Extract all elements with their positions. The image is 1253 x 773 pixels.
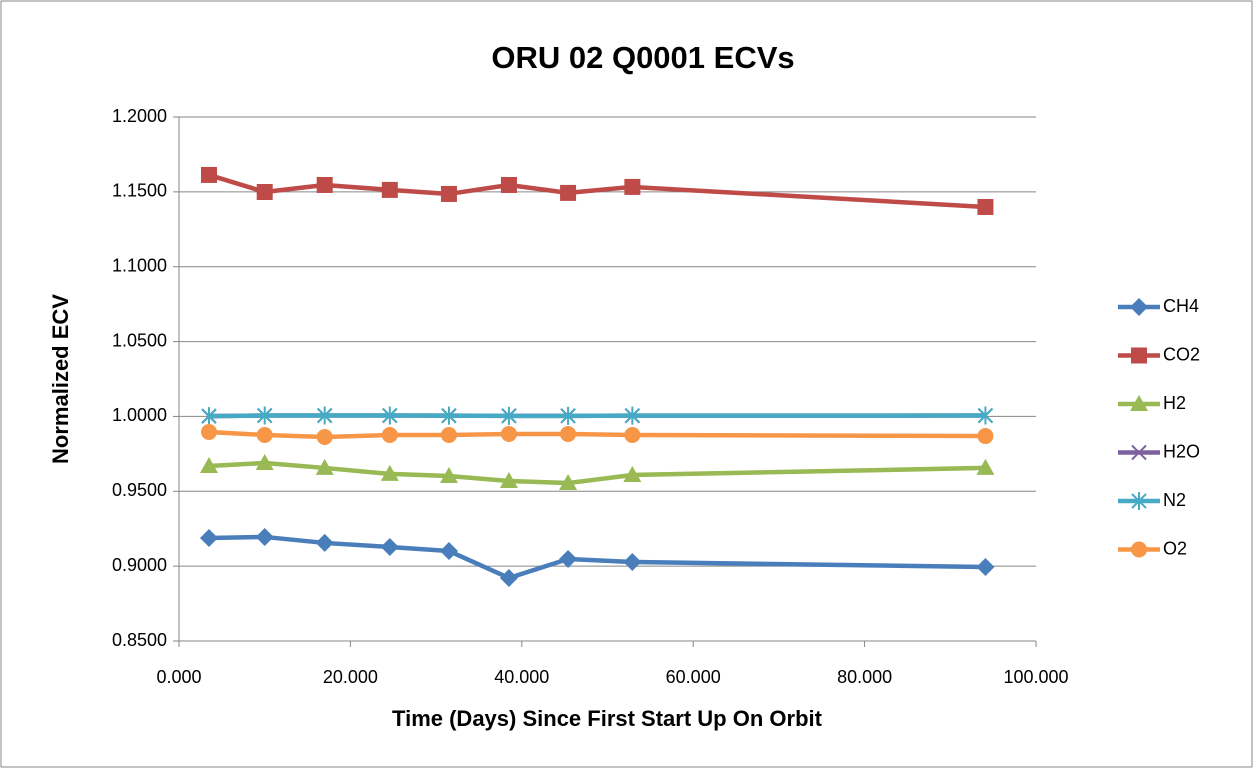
- x-tick-label: 100.000: [1003, 667, 1068, 687]
- marker: [201, 407, 217, 426]
- marker: [500, 425, 517, 442]
- marker: [1131, 492, 1147, 510]
- legend-label: O2: [1163, 538, 1187, 558]
- marker: [441, 406, 457, 425]
- marker: [559, 474, 578, 491]
- marker: [200, 166, 217, 183]
- marker: [1131, 347, 1147, 364]
- marker: [382, 406, 398, 425]
- marker: [439, 467, 458, 484]
- marker: [560, 406, 576, 425]
- marker: [256, 426, 273, 443]
- marker: [381, 426, 398, 443]
- marker: [256, 406, 273, 425]
- marker: [380, 537, 399, 556]
- marker: [624, 406, 641, 425]
- marker: [255, 527, 274, 546]
- marker: [623, 465, 642, 482]
- marker: [499, 568, 518, 587]
- marker: [977, 406, 994, 425]
- y-tick-label: 1.0500: [112, 330, 167, 350]
- y-tick-label: 0.9000: [112, 555, 167, 575]
- marker: [255, 453, 274, 470]
- marker: [977, 198, 994, 215]
- marker: [559, 549, 578, 568]
- marker: [1131, 444, 1147, 461]
- marker: [199, 528, 218, 547]
- y-tick-label: 1.1000: [112, 255, 167, 275]
- legend-label: N2: [1163, 490, 1186, 510]
- chart-title: ORU 02 Q0001 ECVs: [491, 40, 794, 75]
- marker: [380, 464, 399, 481]
- marker: [624, 426, 641, 443]
- marker: [624, 178, 641, 195]
- marker: [499, 471, 518, 488]
- marker: [623, 552, 642, 571]
- marker: [1130, 395, 1148, 411]
- legend-label: H2: [1163, 393, 1186, 413]
- x-tick-label: 80.000: [837, 667, 892, 687]
- legend-label: CH4: [1163, 296, 1199, 316]
- marker: [199, 456, 218, 473]
- x-tick-label: 0.000: [156, 667, 201, 687]
- x-axis-label: Time (Days) Since First Start Up On Orbi…: [392, 706, 823, 731]
- marker: [440, 185, 457, 202]
- legend-label: CO2: [1163, 344, 1200, 364]
- marker: [316, 176, 333, 193]
- marker: [976, 458, 995, 475]
- marker: [315, 533, 334, 552]
- y-tick-label: 0.8500: [112, 630, 167, 650]
- marker: [976, 558, 995, 577]
- marker: [316, 406, 333, 425]
- y-tick-label: 1.2000: [112, 106, 167, 126]
- marker: [439, 542, 458, 561]
- x-tick-label: 40.000: [494, 667, 549, 687]
- y-axis-label: Normalized ECV: [48, 294, 73, 464]
- y-tick-label: 0.9500: [112, 480, 167, 500]
- y-tick-label: 1.0000: [112, 405, 167, 425]
- marker: [560, 425, 577, 442]
- marker: [381, 181, 398, 198]
- marker: [560, 184, 577, 201]
- marker: [256, 184, 273, 201]
- marker: [1131, 541, 1147, 558]
- marker: [200, 423, 217, 440]
- marker: [1130, 298, 1148, 316]
- x-tick-label: 20.000: [323, 667, 378, 687]
- marker: [501, 406, 517, 425]
- legend-label: H2O: [1163, 441, 1200, 461]
- x-tick-label: 60.000: [666, 667, 721, 687]
- marker: [315, 458, 334, 475]
- marker: [977, 428, 994, 445]
- marker: [500, 176, 517, 193]
- marker: [440, 426, 457, 443]
- marker: [316, 428, 333, 445]
- y-tick-label: 1.1500: [112, 181, 167, 201]
